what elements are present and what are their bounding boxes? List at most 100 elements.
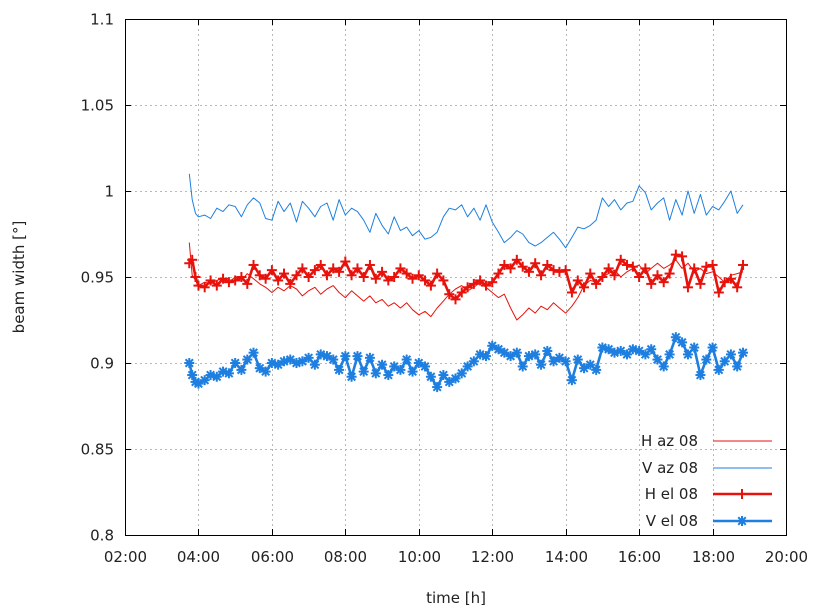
data-point-star xyxy=(206,370,216,380)
data-point-star xyxy=(604,344,614,354)
series-h-el-08 xyxy=(184,249,749,305)
data-point-star xyxy=(653,355,662,365)
data-point-star xyxy=(371,368,381,378)
data-point-star xyxy=(408,367,417,377)
data-point-star xyxy=(499,348,509,358)
y-tick-label: 0.85 xyxy=(81,441,114,459)
data-point-star xyxy=(261,367,271,377)
data-point-star xyxy=(457,368,467,378)
data-point-star xyxy=(554,353,564,363)
x-axis-label: time [h] xyxy=(426,589,486,607)
legend-label: V az 08 xyxy=(642,459,698,477)
data-point-star xyxy=(340,351,350,361)
x-tick-label: 12:00 xyxy=(471,548,514,566)
data-point-star xyxy=(677,337,687,347)
data-point-star xyxy=(224,368,234,378)
x-tick-label: 16:00 xyxy=(618,548,661,566)
data-point-star xyxy=(242,355,252,365)
legend-label: V el 08 xyxy=(646,512,698,530)
y-tick-label: 0.8 xyxy=(90,527,114,545)
data-point-star xyxy=(708,343,718,352)
data-point-star xyxy=(432,382,442,392)
y-tick-label: 0.9 xyxy=(90,355,114,373)
y-tick-label: 1.1 xyxy=(90,11,114,29)
data-point-star xyxy=(420,361,430,371)
data-point-star xyxy=(304,353,314,363)
data-point-star xyxy=(395,365,405,375)
data-point-star xyxy=(634,346,644,356)
y-tick-label: 1.05 xyxy=(81,97,114,115)
data-point-star xyxy=(310,360,320,370)
data-point-star xyxy=(494,344,503,354)
data-point-star xyxy=(530,349,540,359)
data-point-star xyxy=(561,356,571,366)
data-point-star xyxy=(671,332,681,342)
data-point-star xyxy=(322,351,332,361)
legend-item: H az 08 xyxy=(641,432,772,450)
data-point-star xyxy=(487,341,497,351)
data-point-star xyxy=(426,372,436,382)
data-point-star xyxy=(567,375,577,385)
data-point-star xyxy=(732,361,742,371)
data-point-star xyxy=(585,360,595,370)
data-point-star xyxy=(218,367,228,377)
x-tick-label: 08:00 xyxy=(324,548,367,566)
data-point-star xyxy=(377,360,387,370)
data-point-star xyxy=(616,346,626,356)
x-tick-label: 18:00 xyxy=(692,548,735,566)
data-point-star xyxy=(365,353,375,363)
x-tick-label: 06:00 xyxy=(251,548,294,566)
data-point-star xyxy=(665,349,675,359)
data-point-star xyxy=(255,363,265,373)
data-point-star xyxy=(347,372,357,382)
series-layer xyxy=(184,173,749,393)
legend-label: H az 08 xyxy=(641,432,698,450)
y-axis-label: beam width [°] xyxy=(10,221,28,334)
data-point-star xyxy=(328,355,338,365)
data-point-star xyxy=(438,370,448,380)
x-tick-label: 04:00 xyxy=(177,548,220,566)
data-point-star xyxy=(597,343,607,352)
data-point-star xyxy=(683,349,693,359)
data-point-star xyxy=(738,348,748,358)
data-point-star xyxy=(628,344,638,354)
x-tick-label: 14:00 xyxy=(545,548,588,566)
data-point-star xyxy=(659,361,669,371)
series-v-el-08 xyxy=(184,332,749,393)
data-point-star xyxy=(402,355,412,365)
data-point-star xyxy=(591,365,601,375)
series-line xyxy=(188,173,744,249)
data-point-star xyxy=(573,355,583,365)
data-point-star xyxy=(714,365,724,375)
data-point-star xyxy=(230,358,240,368)
data-point-star xyxy=(701,355,711,365)
data-point-star xyxy=(184,358,194,368)
data-point-star xyxy=(316,349,326,359)
legend-item: H el 08 xyxy=(645,485,772,503)
data-point-star xyxy=(334,365,344,375)
data-point-star xyxy=(695,370,705,380)
data-point-star xyxy=(414,358,424,368)
data-point-star xyxy=(249,348,258,358)
y-tick-label: 0.95 xyxy=(81,269,114,287)
x-tick-label: 10:00 xyxy=(398,548,441,566)
grid xyxy=(125,19,786,535)
data-point-star xyxy=(646,344,656,354)
data-point-star xyxy=(469,356,479,366)
data-point-star xyxy=(481,351,491,361)
data-point-star xyxy=(187,370,197,380)
data-point-star xyxy=(689,343,699,352)
legend-item: V az 08 xyxy=(642,459,772,477)
series-line xyxy=(188,242,744,321)
data-point-star xyxy=(267,358,277,368)
data-point-star xyxy=(389,361,399,371)
series-v-az-08 xyxy=(188,173,744,249)
legend: H az 08 V az 08 H el 08 V el 08 xyxy=(641,432,772,530)
series-h-az-08 xyxy=(188,242,744,321)
data-point-star xyxy=(720,356,730,366)
data-point-star xyxy=(359,367,369,377)
data-point-star xyxy=(512,348,522,358)
legend-label: H el 08 xyxy=(645,485,698,503)
